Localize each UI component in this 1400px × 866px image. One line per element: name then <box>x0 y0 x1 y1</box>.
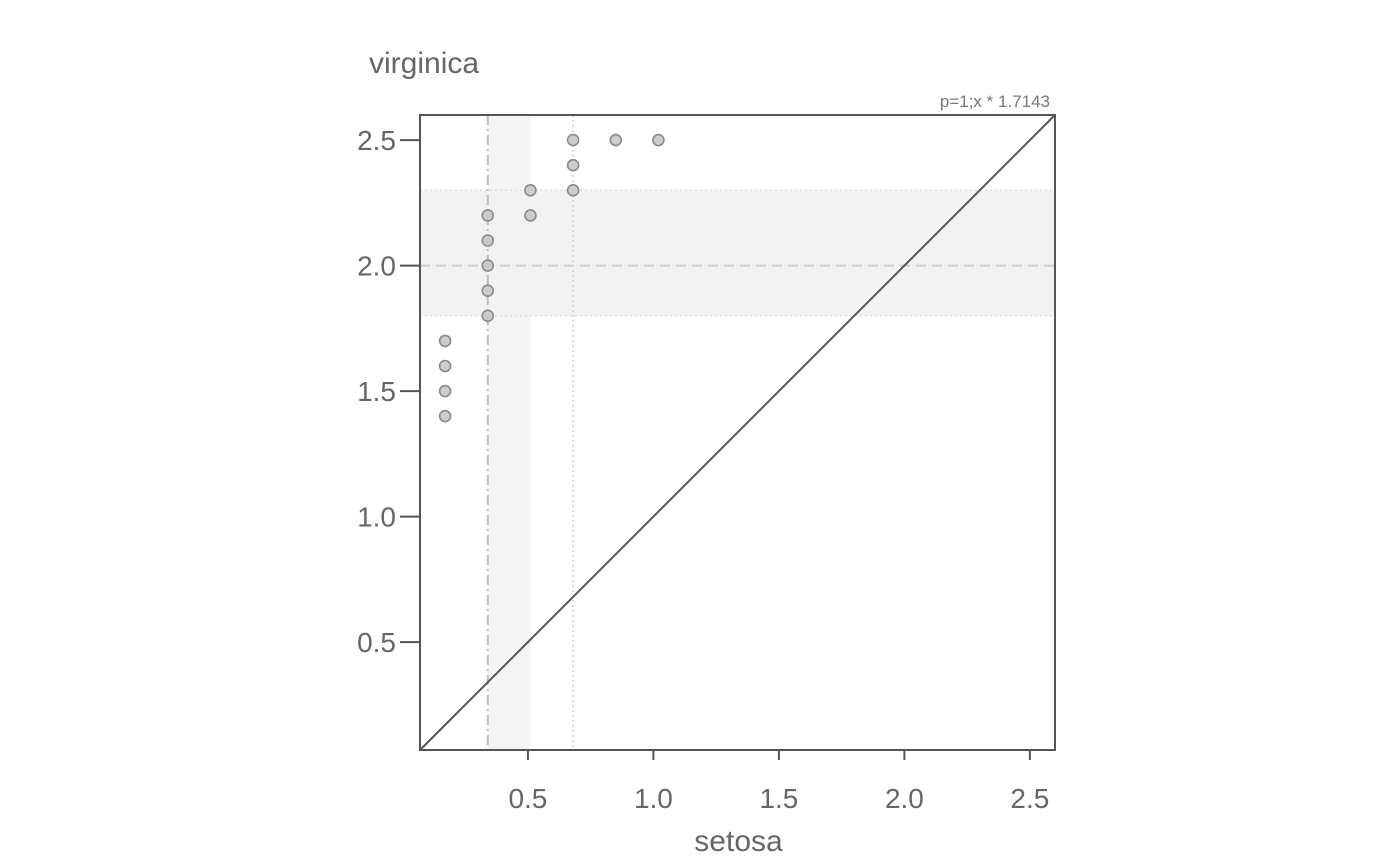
x-tick-label: 2.5 <box>1010 783 1049 814</box>
x-tick-label: 1.5 <box>759 783 798 814</box>
x-axis-title: setosa <box>694 825 783 858</box>
data-point <box>481 209 495 222</box>
data-point <box>566 133 580 147</box>
x-tick-label: 1.0 <box>634 783 673 814</box>
data-point <box>438 409 452 423</box>
data-point <box>438 384 452 398</box>
data-point <box>566 183 580 197</box>
data-point <box>438 334 452 348</box>
data-points <box>438 133 665 423</box>
y-tick-label: 2.0 <box>357 251 396 282</box>
x-tick-label: 2.0 <box>885 783 924 814</box>
identity-line <box>419 114 1056 751</box>
y-tick-label: 1.0 <box>357 502 396 533</box>
data-point <box>609 133 623 147</box>
data-point <box>481 284 495 297</box>
data-point <box>524 209 537 222</box>
y-tick-label: 1.5 <box>357 376 396 407</box>
data-point <box>481 309 495 323</box>
fit-annotation: p=1;x * 1.7143 <box>940 92 1050 111</box>
y-tick-label: 2.5 <box>357 125 396 156</box>
data-point <box>481 234 495 247</box>
y-tick-label: 0.5 <box>357 627 396 658</box>
plot-frame <box>419 114 1056 751</box>
x-tick-label: 0.5 <box>508 783 547 814</box>
y-axis-ticks: 0.5 1.0 1.5 2.0 2.5 <box>357 125 420 658</box>
x-axis-ticks: 0.5 1.0 1.5 2.0 2.5 <box>508 750 1049 814</box>
data-point <box>566 158 580 172</box>
iqr-bands <box>420 115 1055 750</box>
y-axis-title: virginica <box>369 47 479 80</box>
data-point <box>524 183 537 197</box>
data-point <box>652 133 665 147</box>
x-iqr-band <box>487 115 531 750</box>
data-point <box>438 359 452 373</box>
data-point <box>481 259 495 272</box>
